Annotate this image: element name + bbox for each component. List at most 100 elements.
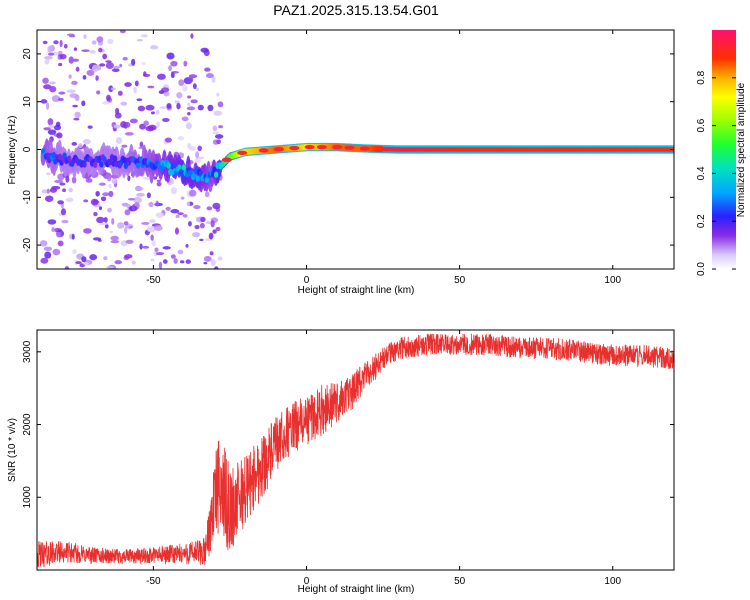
spectrogram-speckle <box>186 201 191 207</box>
snr-panel: -50 0 50 100 1000 2000 3000 Height of straigh… <box>7 329 675 595</box>
spectrogram-speckle <box>98 47 103 53</box>
spectrogram-speckle <box>211 76 216 83</box>
spectrogram-speckle <box>163 91 170 97</box>
spectrogram-speckle <box>68 56 74 64</box>
spectrogram-speckle <box>204 191 210 198</box>
spectrogram-speckle <box>49 187 58 193</box>
spectrogram-speckle <box>113 124 121 129</box>
spectrogram-speckle <box>146 226 156 233</box>
snr-x-axis-label: Height of straight line (km) <box>298 584 415 595</box>
spectrogram-speckle <box>48 124 55 129</box>
x-tick-label: -50 <box>146 576 161 587</box>
spectrogram-speckle <box>47 52 55 56</box>
colorbar-tick-label: 0.4 <box>696 166 707 180</box>
spectrogram-speckle <box>104 223 109 229</box>
spectrogram-speckle <box>51 227 56 233</box>
spectrogram-speckle <box>124 227 128 234</box>
spectrogram-speckle <box>106 94 111 102</box>
spectrogram-speckle <box>44 195 54 202</box>
spectrogram-peak <box>359 146 370 151</box>
spectrogram-speckle <box>170 72 175 79</box>
spectrogram-speckle <box>95 190 100 197</box>
spectrogram-speckle <box>170 254 176 259</box>
spectrogram-ridge-core <box>99 161 104 168</box>
figure-title: PAZ1.2025.315.13.54.G01 <box>273 2 439 18</box>
spectrogram-speckle <box>185 259 191 264</box>
spectrogram-speckle <box>208 232 214 240</box>
spectrogram-speckle <box>95 75 99 81</box>
spectrogram-peak <box>316 144 327 150</box>
spectrogram-speckle <box>83 34 87 39</box>
spectrogram-speckle <box>185 244 189 248</box>
spectrogram-speckle <box>150 111 156 115</box>
spectrogram-speckle <box>52 248 61 256</box>
spectrogram-speckle <box>106 265 115 269</box>
spectrogram-speckle <box>58 62 63 67</box>
y-tick-label: 10 <box>22 96 33 108</box>
y-tick-label: 3000 <box>22 340 33 363</box>
spectrogram-speckle <box>189 189 197 197</box>
spectrogram-ridge-core <box>62 152 67 159</box>
spectrogram-speckle <box>122 56 128 61</box>
spectrogram-speckle <box>57 97 64 102</box>
x-tick-label: -50 <box>146 275 161 286</box>
spectrogram-speckle <box>120 101 128 106</box>
y-tick-label: 1000 <box>22 486 33 509</box>
spectrogram-speckle <box>194 224 200 230</box>
spectrogram-peak <box>381 146 392 152</box>
spectrogram-speckle <box>58 50 63 55</box>
x-tick-label: 50 <box>454 576 466 587</box>
snr-y-ticks: 1000 2000 3000 <box>22 340 674 508</box>
spectrogram-speckle <box>162 259 168 264</box>
spectrogram-speckle <box>57 200 65 205</box>
spectrogram-speckle <box>123 221 129 226</box>
spectrogram-speckle <box>103 256 108 261</box>
spectrogram-peak <box>332 144 343 150</box>
spectrogram-speckle <box>176 102 181 110</box>
spectrogram-speckle <box>91 40 97 45</box>
spectrogram-speckle <box>89 50 96 54</box>
spectrogram-ridge-core <box>212 166 217 173</box>
spectrogram-speckle <box>60 208 67 216</box>
spectrogram-speckle <box>133 196 143 204</box>
spectrogram-speckle <box>73 47 78 51</box>
spectrogram-speckle <box>214 134 224 139</box>
spectrogram-speckle <box>187 102 191 106</box>
spectrogram-speckle <box>127 197 136 201</box>
spectrogram-ridge-core <box>92 161 98 168</box>
colorbar-tick-label: 0.6 <box>696 118 707 132</box>
spectrogram-speckle <box>185 122 192 130</box>
spectrogram-speckle <box>49 85 57 93</box>
spectrogram-speckle <box>47 46 53 53</box>
snr-y-axis-label: SNR (10 * v/v) <box>7 418 18 482</box>
spectrogram-speckle <box>42 77 49 84</box>
spectrogram-speckle <box>66 89 76 93</box>
spectrogram-speckle <box>47 129 57 135</box>
x-tick-label: 0 <box>304 275 310 286</box>
spectrogram-speckle <box>212 229 217 234</box>
spectrogram-speckle <box>212 202 221 210</box>
spectrogram-speckle <box>192 231 201 238</box>
spectrogram-speckle <box>65 197 74 202</box>
spectrogram-speckle <box>200 47 209 53</box>
spectrogram-speckle <box>115 137 123 145</box>
spectrogram-speckle <box>155 212 165 218</box>
spectrogram-speckle <box>170 208 180 214</box>
spectrogram-speckle <box>52 51 60 56</box>
spectrogram-speckle <box>86 69 95 76</box>
spectrogram-speckle <box>83 228 92 234</box>
spectrogram-speckle <box>158 90 165 95</box>
spectrogram-speckle <box>129 118 138 124</box>
spectrogram-speckle <box>156 121 160 129</box>
spectrogram-speckle <box>124 132 134 136</box>
spectrogram-speckle <box>72 104 78 108</box>
spectrogram-speckle <box>189 77 194 82</box>
spectrogram-speckle <box>53 124 62 131</box>
spectrogram-speckle <box>81 256 87 263</box>
y-tick-label: -10 <box>22 190 33 205</box>
spectrogram-speckle <box>119 30 126 34</box>
spectrogram-speckle <box>41 189 48 194</box>
spectrogram-speckle <box>109 230 113 234</box>
spectrogram-speckle <box>108 183 112 189</box>
